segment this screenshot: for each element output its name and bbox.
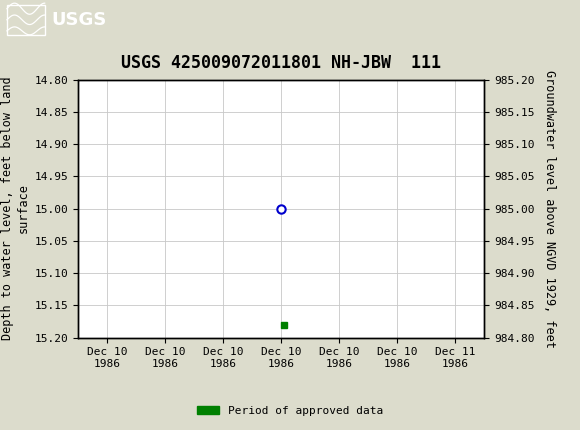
Y-axis label: Depth to water level, feet below land
surface: Depth to water level, feet below land su… [1, 77, 29, 341]
Title: USGS 425009072011801 NH-JBW  111: USGS 425009072011801 NH-JBW 111 [121, 55, 441, 72]
Text: USGS: USGS [52, 11, 107, 29]
Bar [7, 5, 45, 35]
Legend: Period of approved data: Period of approved data [193, 401, 387, 420]
Y-axis label: Groundwater level above NGVD 1929, feet: Groundwater level above NGVD 1929, feet [543, 70, 556, 347]
